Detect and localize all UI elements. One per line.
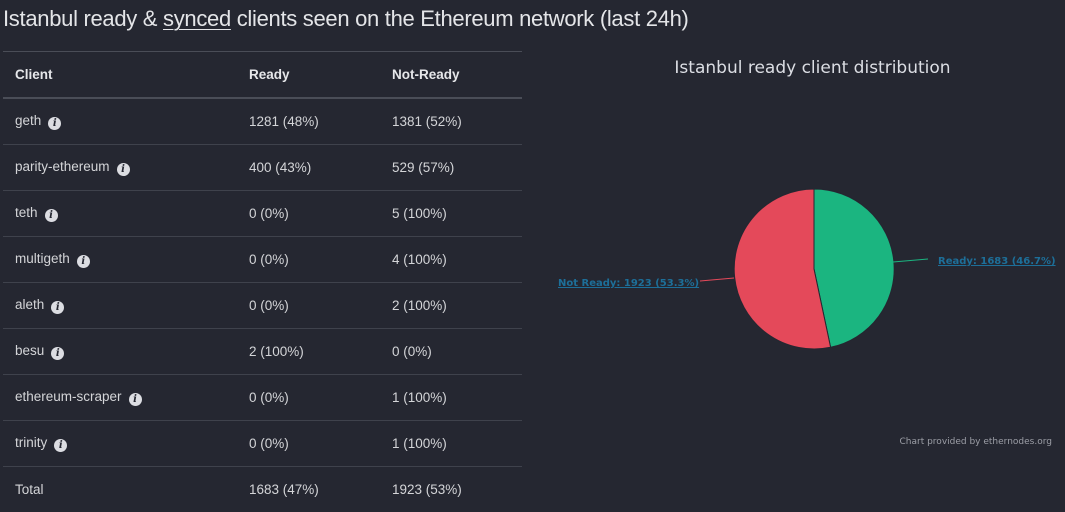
table-row: multigeth i 0 (0%) 4 (100%): [3, 237, 522, 283]
not-ready-value: 2 (100%): [380, 283, 522, 329]
synced-link[interactable]: synced: [163, 6, 231, 31]
info-icon[interactable]: i: [54, 439, 67, 452]
not-ready-value: 0 (0%): [380, 329, 522, 375]
not-ready-value: 1 (100%): [380, 421, 522, 467]
title-text-rest: clients seen on the Ethereum network (la…: [231, 6, 689, 31]
header-ready: Ready: [237, 52, 380, 99]
client-name: geth: [15, 113, 41, 128]
ready-value: 0 (0%): [237, 283, 380, 329]
client-name: multigeth: [15, 251, 70, 266]
not-ready-value: 5 (100%): [380, 191, 522, 237]
not-ready-value: 529 (57%): [380, 145, 522, 191]
total-ready: 1683 (47%): [237, 467, 380, 512]
table-row: ethereum-scraper i 0 (0%) 1 (100%): [3, 375, 522, 421]
client-name: teth: [15, 205, 38, 220]
table-row: parity-ethereum i 400 (43%) 529 (57%): [3, 145, 522, 191]
ready-value: 0 (0%): [237, 191, 380, 237]
ready-value: 2 (100%): [237, 329, 380, 375]
client-name: aleth: [15, 297, 44, 312]
info-icon[interactable]: i: [48, 117, 61, 130]
ready-value: 0 (0%): [237, 421, 380, 467]
not-ready-value: 1381 (52%): [380, 98, 522, 145]
pie-chart: Ready: 1683 (46.7%) Not Ready: 1923 (53.…: [540, 100, 1065, 430]
info-icon[interactable]: i: [51, 301, 64, 314]
ready-value: 0 (0%): [237, 237, 380, 283]
chart-title: Istanbul ready client distribution: [560, 58, 1065, 78]
info-icon[interactable]: i: [129, 393, 142, 406]
total-not-ready: 1923 (53%): [380, 467, 522, 512]
info-icon[interactable]: i: [77, 255, 90, 268]
ready-value: 0 (0%): [237, 375, 380, 421]
chart-credit[interactable]: Chart provided by ethernodes.org: [900, 437, 1053, 447]
not-ready-leader-line: [700, 278, 734, 281]
not-ready-value: 1 (100%): [380, 375, 522, 421]
ready-value: 400 (43%): [237, 145, 380, 191]
page-title: Istanbul ready & synced clients seen on …: [3, 6, 689, 32]
table-row: trinity i 0 (0%) 1 (100%): [3, 421, 522, 467]
client-name: besu: [15, 343, 44, 358]
info-icon[interactable]: i: [45, 209, 58, 222]
header-client: Client: [3, 52, 237, 99]
not-ready-value: 4 (100%): [380, 237, 522, 283]
table-header-row: Client Ready Not-Ready: [3, 52, 522, 99]
info-icon[interactable]: i: [117, 163, 130, 176]
table-total-row: Total 1683 (47%) 1923 (53%): [3, 467, 522, 512]
client-name: trinity: [15, 435, 47, 450]
ready-leader-line: [893, 259, 928, 262]
header-not-ready: Not-Ready: [380, 52, 522, 99]
client-name: parity-ethereum: [15, 159, 110, 174]
total-label: Total: [3, 467, 237, 512]
client-name: ethereum-scraper: [15, 389, 122, 404]
ready-label[interactable]: Ready: 1683 (46.7%): [938, 256, 1056, 267]
info-icon[interactable]: i: [51, 347, 64, 360]
title-text: Istanbul ready &: [3, 6, 163, 31]
ready-value: 1281 (48%): [237, 98, 380, 145]
not-ready-label[interactable]: Not Ready: 1923 (53.3%): [558, 278, 699, 289]
